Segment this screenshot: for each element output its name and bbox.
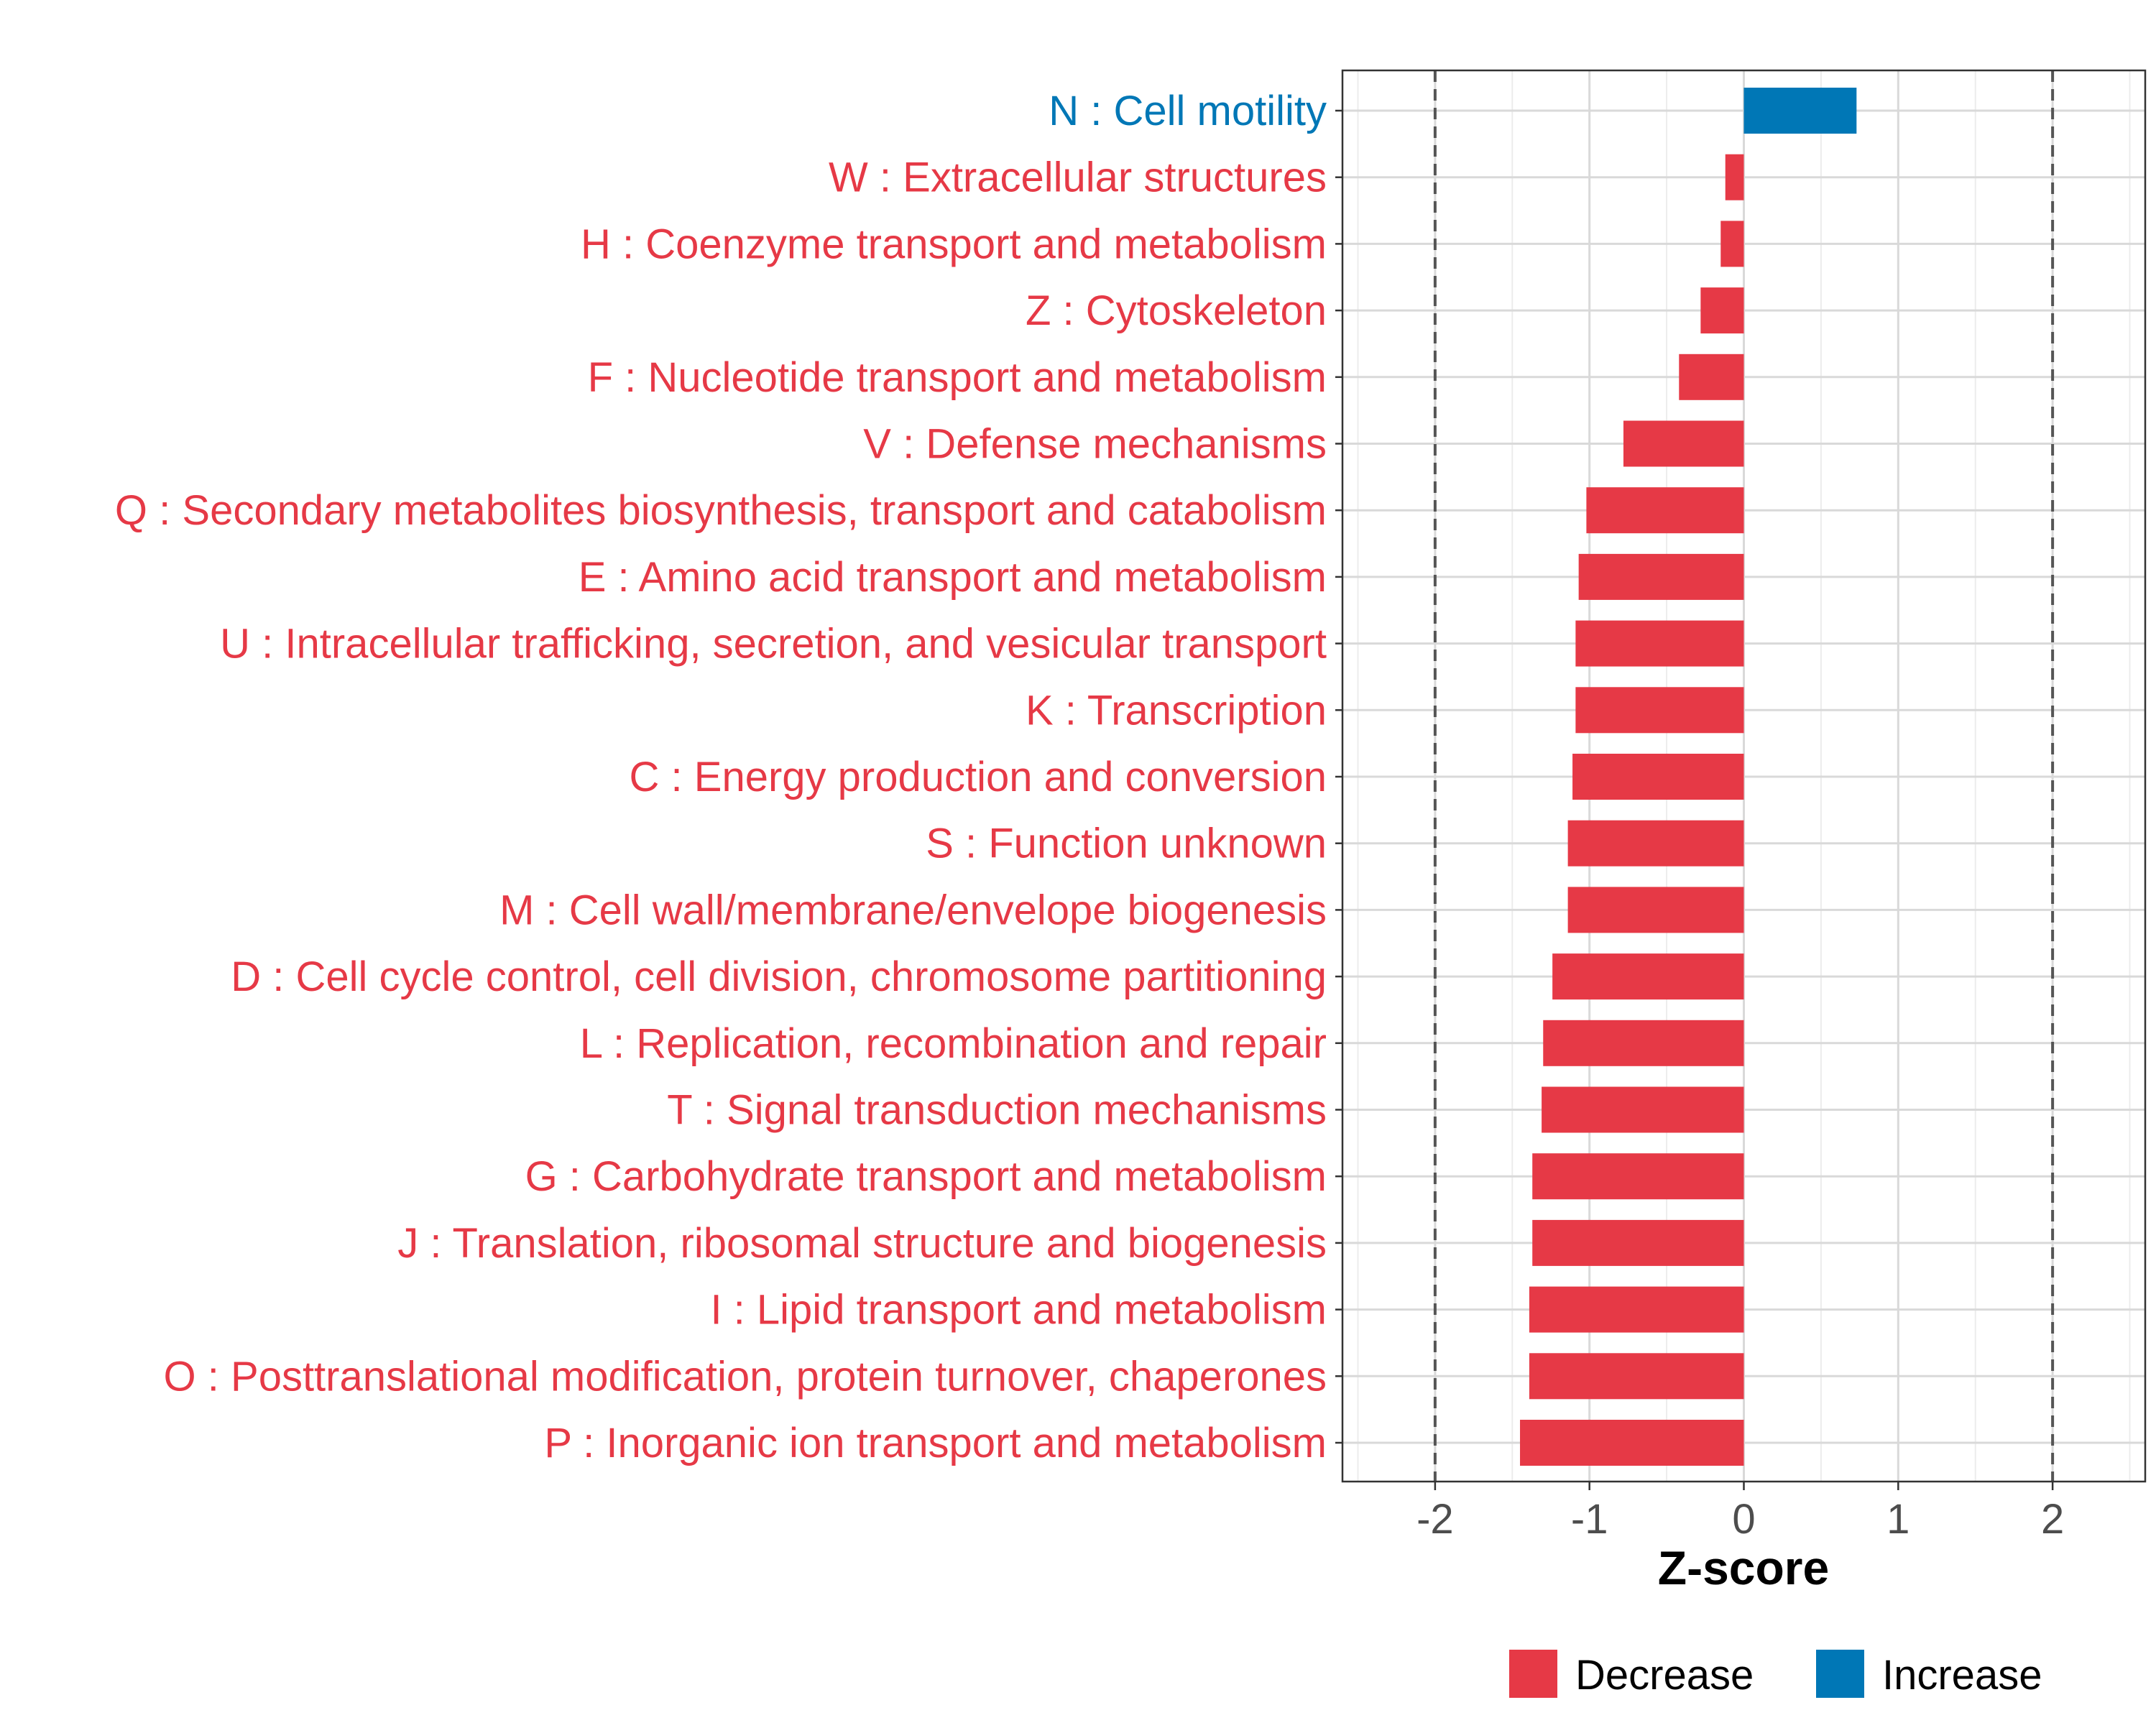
bar <box>1623 420 1744 467</box>
x-axis-ticks: -2 -1 0 1 2 <box>1416 1482 2064 1543</box>
bar <box>1575 687 1744 734</box>
category-label: E : Amino acid transport and metabolism <box>579 554 1327 601</box>
bar <box>1700 287 1744 334</box>
category-label: F : Nucleotide transport and metabolism <box>588 354 1327 401</box>
x-tick-label: 0 <box>1732 1496 1755 1543</box>
category-label: M : Cell wall/membrane/envelope biogenes… <box>499 887 1327 933</box>
bar <box>1572 754 1744 800</box>
bar <box>1575 620 1744 667</box>
legend-key-decrease <box>1509 1650 1557 1698</box>
category-label: Q : Secondary metabolites biosynthesis, … <box>115 487 1327 534</box>
bar <box>1543 1020 1744 1066</box>
x-tick-label: 2 <box>2041 1496 2064 1543</box>
x-axis-title: Z-score <box>1658 1541 1829 1594</box>
bar <box>1520 1420 1744 1466</box>
category-label: W : Extracellular structures <box>829 154 1327 201</box>
category-label: J : Translation, ribosomal structure and… <box>397 1220 1327 1267</box>
category-label: L : Replication, recombination and repai… <box>580 1020 1327 1067</box>
bars <box>1520 88 1857 1466</box>
bar <box>1578 553 1744 600</box>
bar <box>1532 1219 1744 1266</box>
bar <box>1567 887 1744 933</box>
category-label: N : Cell motility <box>1049 88 1327 134</box>
x-tick-label: -2 <box>1416 1496 1454 1543</box>
bar <box>1532 1153 1744 1200</box>
bar <box>1542 1086 1744 1133</box>
bar <box>1529 1286 1744 1333</box>
bar <box>1725 154 1744 200</box>
category-label: K : Transcription <box>1026 687 1327 734</box>
category-label: Z : Cytoskeleton <box>1026 287 1327 334</box>
category-label: I : Lipid transport and metabolism <box>710 1287 1327 1334</box>
x-tick-label: -1 <box>1571 1496 1608 1543</box>
bar <box>1567 820 1744 867</box>
legend: Decrease Increase <box>1509 1650 2042 1699</box>
legend-label-decrease: Decrease <box>1575 1652 1754 1699</box>
category-label: T : Signal transduction mechanisms <box>667 1087 1327 1134</box>
category-label: H : Coenzyme transport and metabolism <box>581 221 1327 267</box>
category-label: U : Intracellular trafficking, secretion… <box>220 621 1327 667</box>
y-axis-ticks <box>1335 109 1342 1444</box>
reference-lines <box>1433 70 2055 1482</box>
bar <box>1679 354 1744 400</box>
bar <box>1586 487 1744 534</box>
bar <box>1552 953 1744 1000</box>
bar <box>1720 221 1744 267</box>
x-tick-label: 1 <box>1886 1496 1909 1543</box>
bar <box>1743 88 1857 134</box>
category-label: P : Inorganic ion transport and metaboli… <box>544 1420 1327 1466</box>
legend-key-increase <box>1816 1650 1864 1698</box>
category-label: D : Cell cycle control, cell division, c… <box>231 953 1327 1000</box>
legend-label-increase: Increase <box>1882 1652 2042 1699</box>
category-label: C : Energy production and conversion <box>630 754 1327 800</box>
y-axis-labels: N : Cell motility W : Extracellular struc… <box>115 88 1327 1466</box>
bar <box>1529 1353 1744 1400</box>
category-label: G : Carbohydrate transport and metabolis… <box>525 1153 1327 1200</box>
category-label: S : Function unknown <box>926 821 1327 867</box>
category-label: O : Posttranslational modification, prot… <box>164 1353 1327 1400</box>
category-label: V : Defense mechanisms <box>863 421 1327 468</box>
